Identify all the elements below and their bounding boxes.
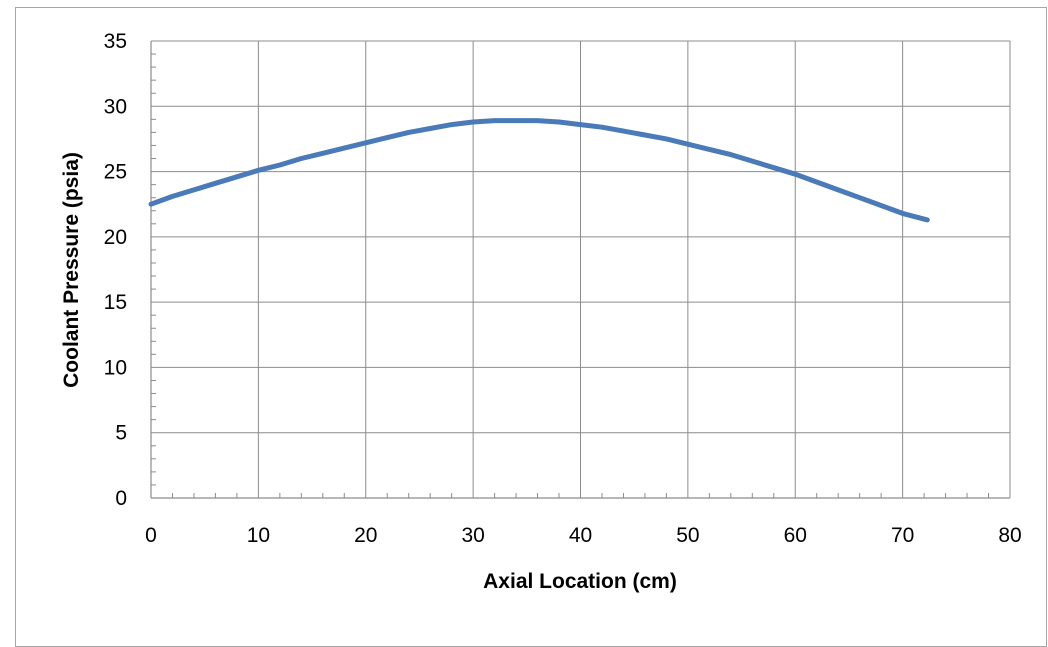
y-tick-label: 10 xyxy=(104,356,127,379)
y-tick-label: 0 xyxy=(115,487,127,510)
y-axis-title: Coolant Pressure (psia) xyxy=(60,152,83,388)
x-tick-label: 80 xyxy=(998,524,1021,547)
x-tick-label: 40 xyxy=(569,524,592,547)
x-tick-label: 20 xyxy=(354,524,377,547)
x-tick-label: 0 xyxy=(145,524,157,547)
y-tick-label: 20 xyxy=(104,226,127,249)
y-tick-label: 5 xyxy=(115,422,127,445)
gridlines xyxy=(151,41,1010,498)
y-tick-label: 25 xyxy=(104,161,127,184)
x-tick-label: 50 xyxy=(676,524,699,547)
x-tick-label: 60 xyxy=(784,524,807,547)
y-tick-label: 35 xyxy=(104,30,127,53)
pressure-line-chart: 0 10 20 30 40 50 60 70 80 0 5 10 15 20 25 30 35 Axial Lo… xyxy=(0,0,1048,629)
x-axis-title: Axial Location (cm) xyxy=(483,570,677,593)
y-tick-label: 30 xyxy=(104,95,127,118)
x-tick-label: 30 xyxy=(461,524,484,547)
x-tick-label: 70 xyxy=(891,524,914,547)
coolant-pressure-line xyxy=(151,121,927,220)
series-layer xyxy=(151,121,928,220)
y-tick-label: 15 xyxy=(104,291,127,314)
tick-labels: 0 10 20 30 40 50 60 70 80 0 5 10 15 20 25 30 35 xyxy=(104,30,1022,547)
x-tick-label: 10 xyxy=(247,524,270,547)
